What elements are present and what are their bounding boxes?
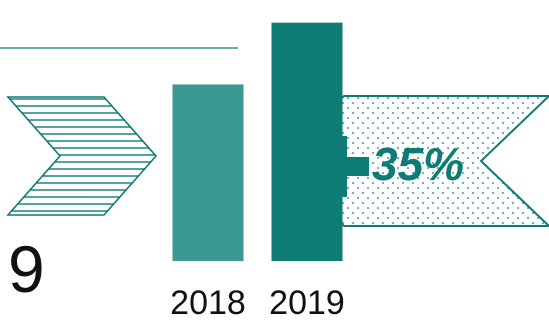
plus-icon [306, 136, 369, 197]
striped-chevron-decoration [6, 96, 158, 216]
change-value-label: 35% [372, 138, 464, 190]
category-label-2018: 2018 [170, 284, 246, 322]
category-label-2019: 2019 [269, 284, 345, 322]
bar-2018 [172, 84, 244, 261]
change-banner [282, 95, 549, 227]
partial-digit: 9 [8, 232, 45, 306]
